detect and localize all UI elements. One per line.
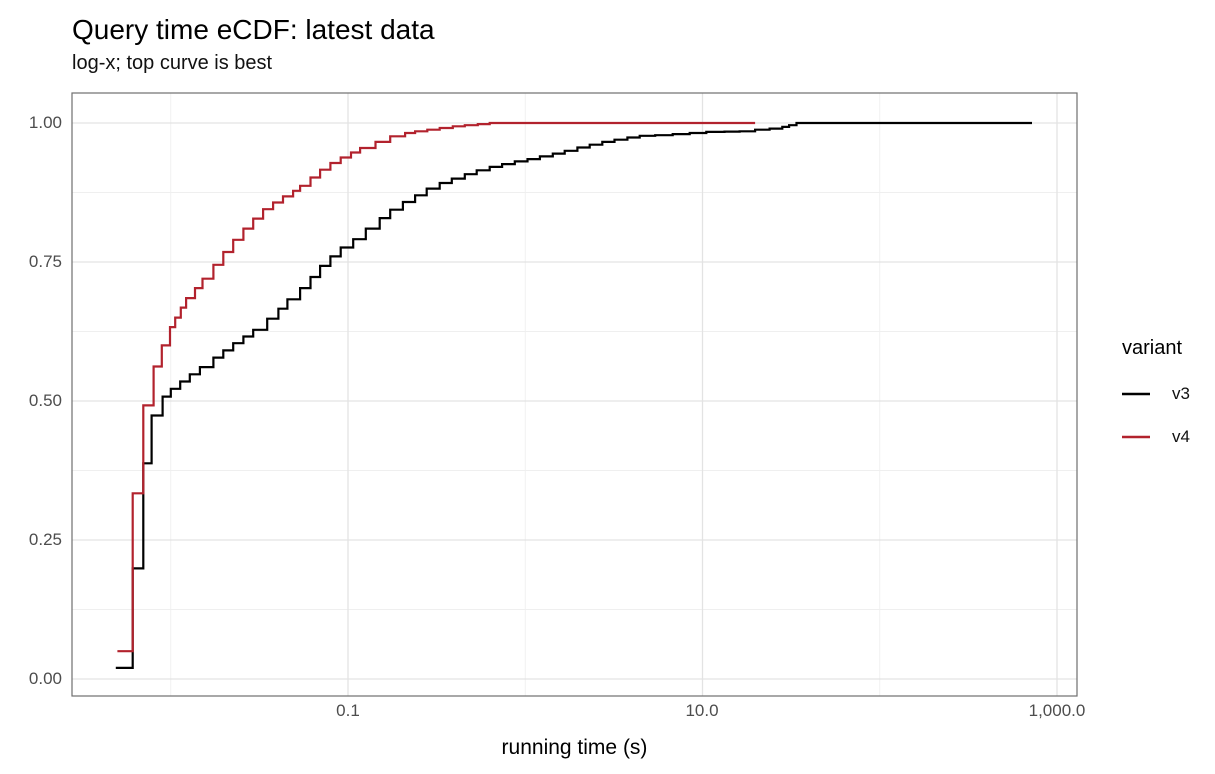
x-axis-title: running time (s) xyxy=(501,736,648,759)
chart-subtitle: log-x; top curve is best xyxy=(72,52,273,74)
legend: variant v3 v4 xyxy=(1122,336,1190,458)
legend-label: v4 xyxy=(1172,426,1190,446)
y-tick-label: 0.00 xyxy=(28,669,62,688)
y-tick-label: 0.25 xyxy=(28,530,62,549)
x-tick-label: 0.1 xyxy=(336,701,360,720)
legend-key-line-v4 xyxy=(1122,435,1150,438)
x-tick-label: 1,000.0 xyxy=(1028,701,1086,720)
chart-title: Query time eCDF: latest data xyxy=(72,14,435,45)
legend-items: v3 v4 xyxy=(1122,372,1190,458)
legend-title: variant xyxy=(1122,337,1183,359)
legend-item-v3: v3 xyxy=(1122,372,1190,415)
ecdf-curve-v4 xyxy=(117,121,756,653)
y-tick-label: 1.00 xyxy=(28,113,62,132)
panel-border xyxy=(71,92,1078,697)
legend-item-v4: v4 xyxy=(1122,415,1190,458)
legend-key-line-v3 xyxy=(1122,392,1150,395)
y-tick-label: 0.50 xyxy=(28,391,62,410)
legend-label: v3 xyxy=(1172,383,1190,403)
ecdf-curve-v3 xyxy=(115,121,1032,669)
y-tick-label: 0.75 xyxy=(28,252,62,271)
x-tick-label: 10.0 xyxy=(685,701,719,720)
